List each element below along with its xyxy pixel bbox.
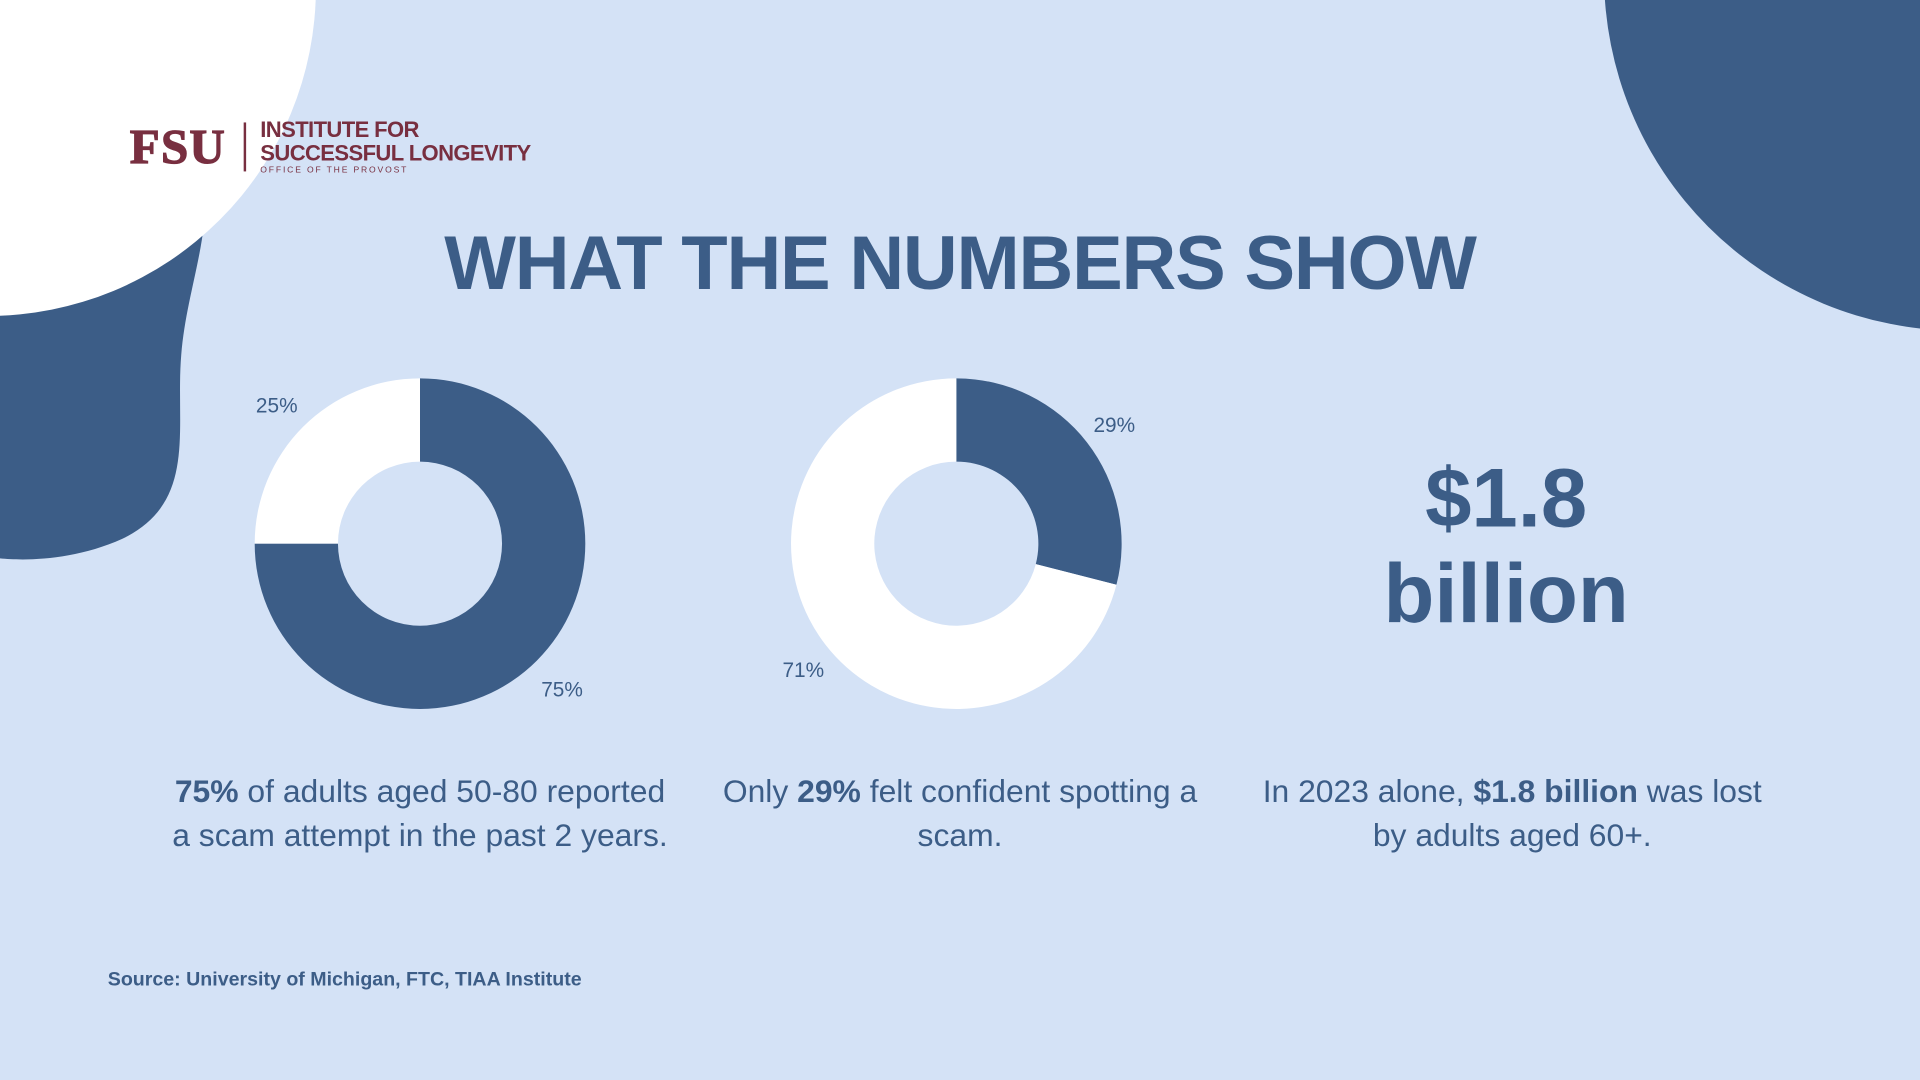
desc3-pre: In 2023 alone,: [1262, 772, 1474, 810]
big-stat-unit: billion: [1383, 547, 1629, 641]
donut1-label-25: 25%: [255, 394, 298, 418]
desc2-pre: Only: [722, 772, 798, 810]
page-title: WHAT THE NUMBERS SHOW: [444, 221, 1477, 307]
donut2-label-71: 71%: [782, 658, 825, 683]
description-3: In 2023 alone, $1.8 billion was lost by …: [1255, 769, 1769, 857]
logo-divider: [243, 121, 246, 171]
logo-line-3: OFFICE OF THE PROVOST: [260, 165, 409, 175]
top-left-white-circle: [0, 0, 316, 316]
desc1-text: of adults aged 50-80 reported a scam att…: [172, 772, 668, 854]
big-stat-amount: $1.8: [1425, 451, 1588, 545]
logo-mark: FSU: [129, 118, 227, 174]
donut-slice-reported: [254, 378, 586, 709]
source-note: Source: University of Michigan, FTC, TIA…: [107, 969, 582, 991]
donut-slice-not-confident: [791, 378, 1117, 709]
desc2-bold: 29%: [797, 772, 861, 810]
desc3-bold: $1.8 billion: [1473, 772, 1638, 810]
top-right-circle: [1604, 0, 1920, 329]
desc1-bold: 75%: [174, 772, 239, 810]
description-1: 75% of adults aged 50-80 reported a scam…: [163, 769, 677, 857]
big-stat: $1.8 billion: [1261, 451, 1751, 642]
donut-chart-scam-attempts: [254, 378, 586, 709]
donut-chart-confidence: [791, 378, 1122, 709]
donut2-label-29: 29%: [1093, 413, 1136, 438]
desc3-text: was lost by adults aged 60+.: [1372, 772, 1762, 854]
fsu-logo: FSU INSTITUTE FOR SUCCESSFUL LONGEVITY O…: [129, 116, 531, 176]
desc2-text: felt confident spotting a scam.: [860, 772, 1198, 854]
logo-line-2: SUCCESSFUL LONGEVITY: [260, 140, 531, 165]
logo-line-1: INSTITUTE FOR: [260, 116, 419, 142]
donut-slice-confident: [956, 378, 1122, 585]
description-2: Only 29% felt confident spotting a scam.: [703, 769, 1217, 857]
donut-slice-not-reported: [254, 378, 421, 544]
donut1-label-75: 75%: [541, 678, 583, 702]
